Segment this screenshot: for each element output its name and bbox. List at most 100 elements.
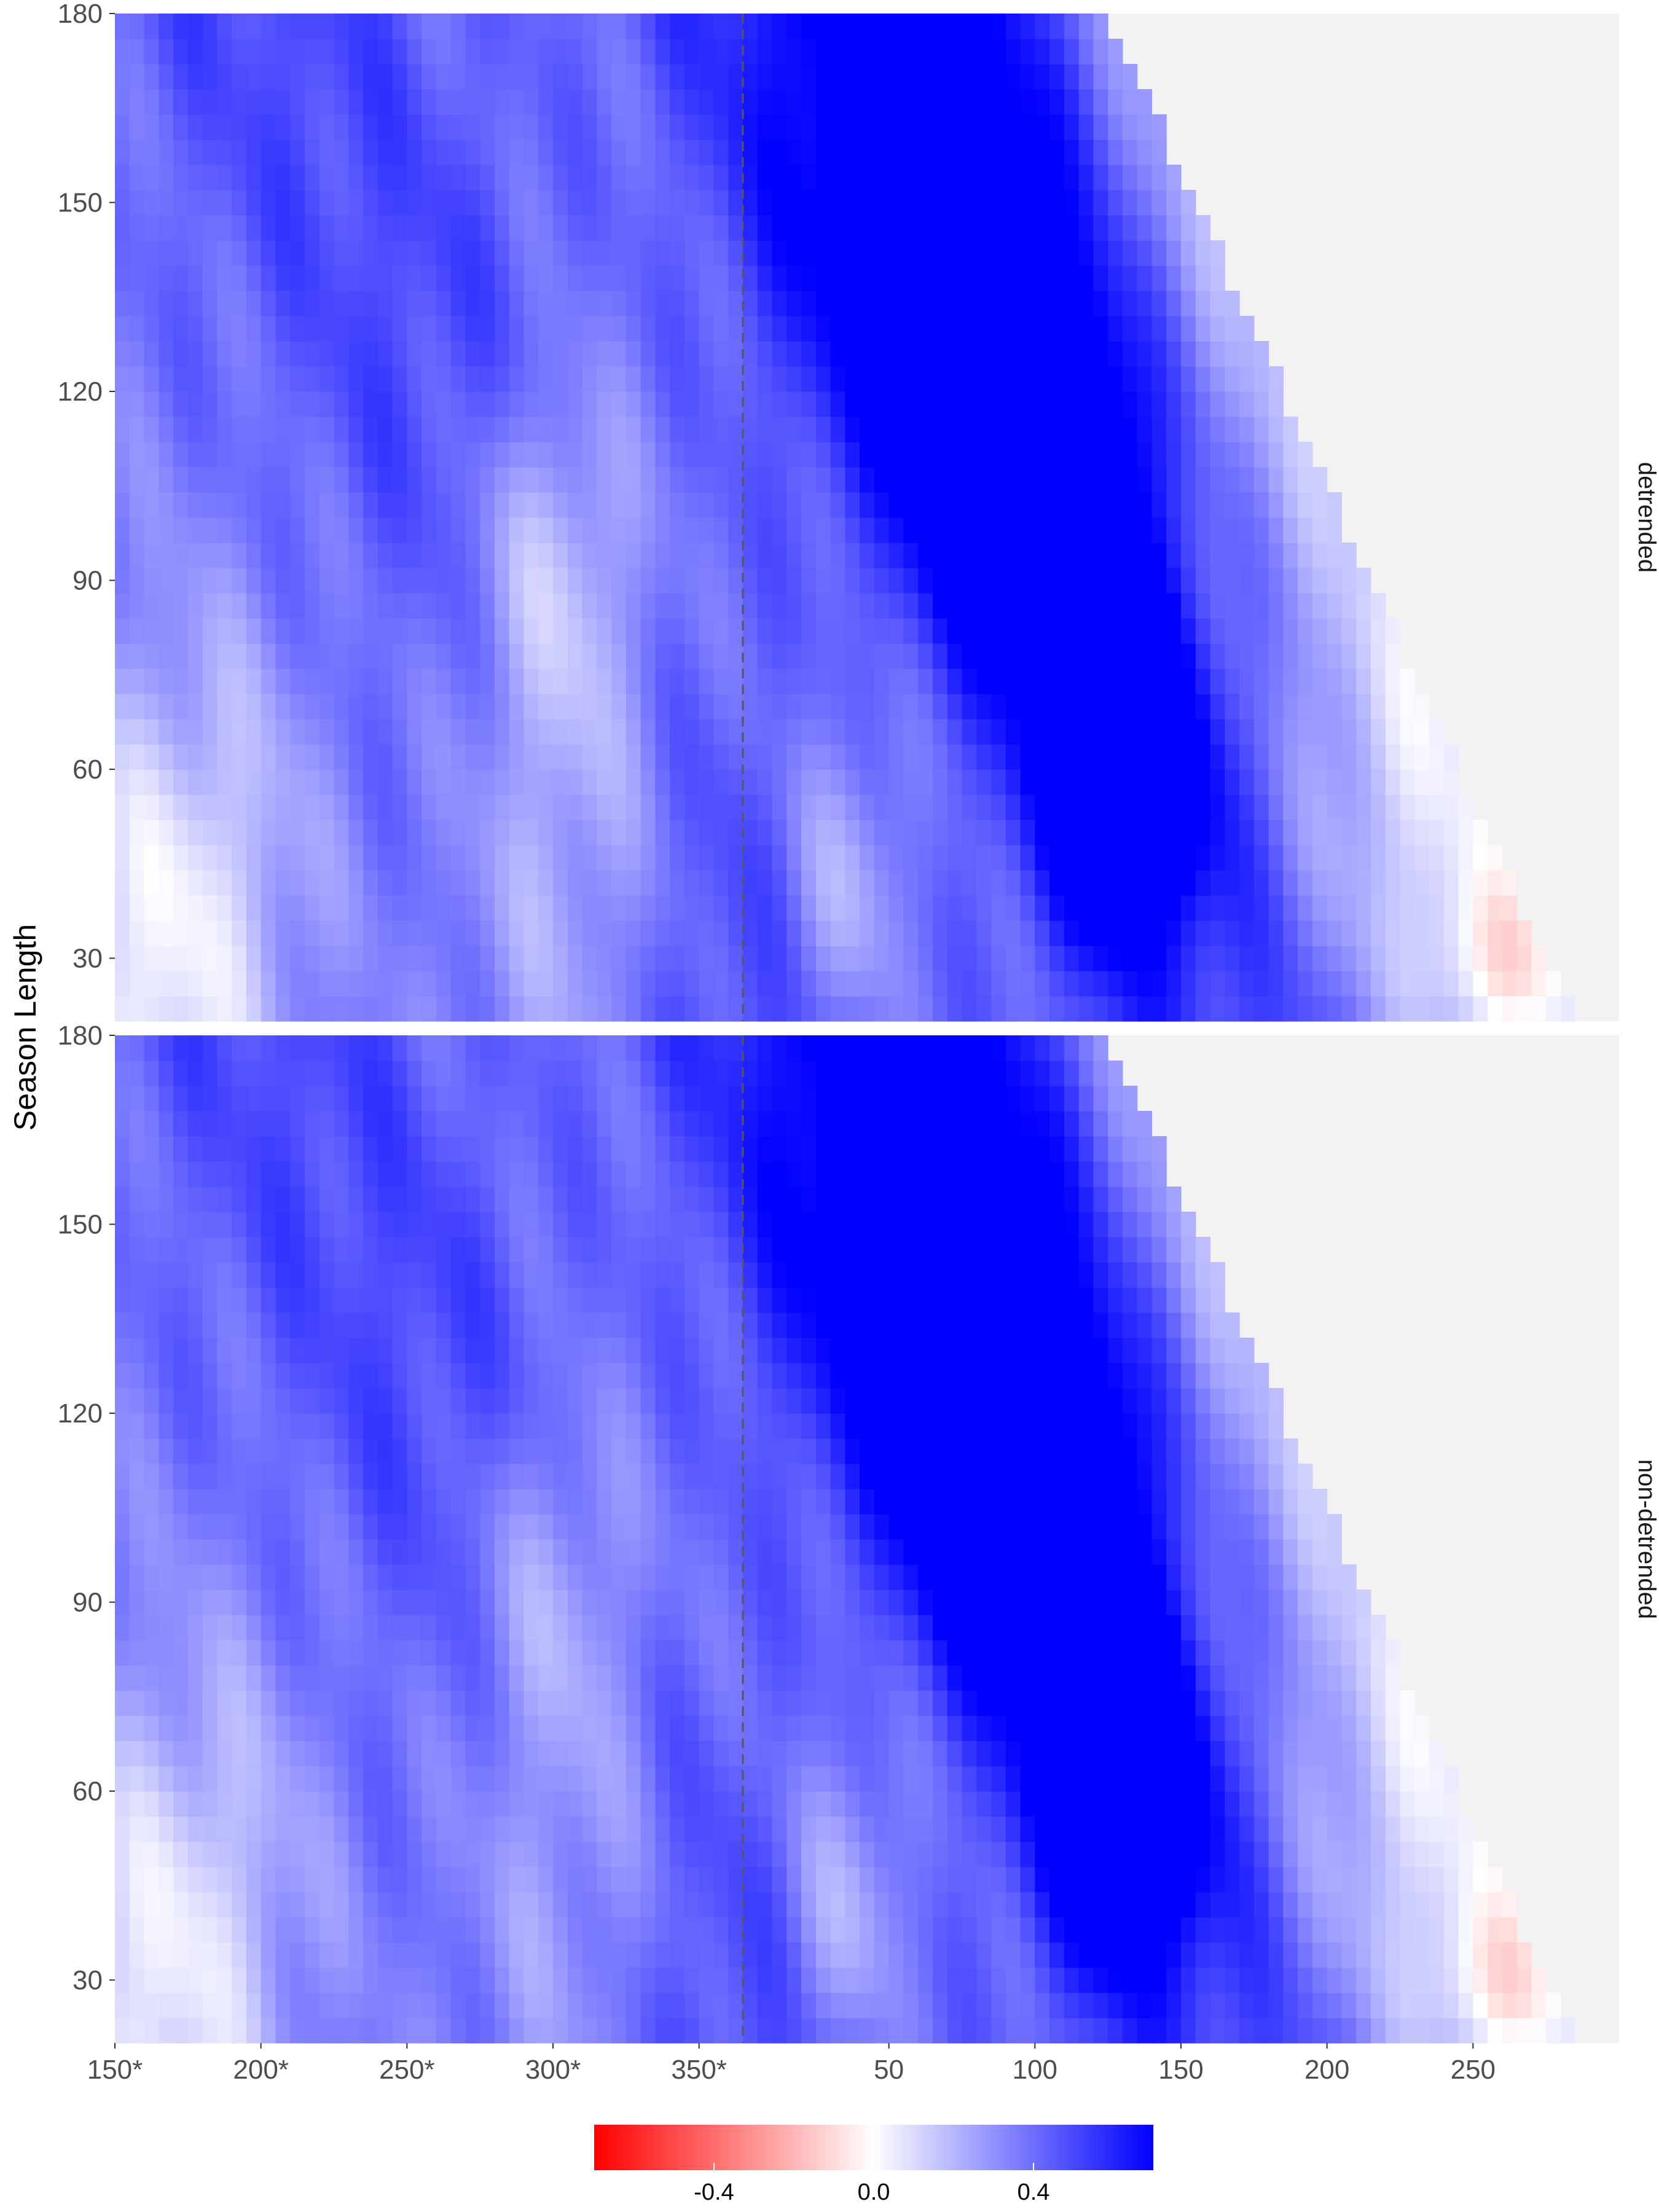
heatmap-cell	[377, 1061, 393, 1086]
heatmap-cell	[860, 946, 875, 971]
heatmap-cell	[611, 1287, 627, 1313]
heatmap-cell	[932, 190, 948, 216]
heatmap-cell	[465, 2018, 480, 2044]
heatmap-cell	[436, 316, 452, 342]
heatmap-cell	[845, 996, 860, 1022]
heatmap-cell	[1049, 820, 1065, 845]
heatmap-cell	[991, 39, 1006, 65]
heatmap-cell	[232, 568, 247, 594]
heatmap-cell	[611, 568, 627, 594]
heatmap-cell	[932, 492, 948, 518]
heatmap-cell	[1502, 895, 1518, 921]
heatmap-cell	[232, 920, 247, 946]
heatmap-cell	[450, 1942, 466, 1968]
heatmap-cell	[1122, 794, 1138, 820]
heatmap-cell	[655, 391, 670, 417]
heatmap-cell	[597, 1035, 612, 1061]
heatmap-cell	[319, 190, 335, 216]
heatmap-cell	[918, 391, 933, 417]
heatmap-cell	[363, 1791, 378, 1817]
heatmap-cell	[1400, 769, 1415, 795]
heatmap-cell	[1093, 920, 1108, 946]
heatmap-cell	[363, 1262, 378, 1288]
heatmap-cell	[786, 215, 802, 241]
heatmap-cell	[976, 543, 992, 568]
heatmap-cell	[845, 618, 860, 644]
heatmap-cell	[772, 291, 787, 316]
heatmap-cell	[670, 291, 685, 316]
heatmap-cell	[115, 1816, 130, 1842]
heatmap-cell	[1151, 669, 1167, 694]
heatmap-cell	[465, 442, 480, 468]
heatmap-cell	[246, 1791, 262, 1817]
heatmap-cell	[304, 240, 320, 266]
heatmap-cell	[422, 165, 437, 190]
heatmap-cell	[377, 1312, 393, 1338]
heatmap-cell	[304, 1867, 320, 1892]
heatmap-cell	[713, 744, 729, 770]
heatmap-cell	[1414, 820, 1430, 845]
heatmap-cell	[655, 1489, 670, 1515]
heatmap-cell	[1239, 593, 1255, 619]
heatmap-cell	[1180, 744, 1196, 770]
heatmap-cell	[480, 215, 495, 241]
heatmap-cell	[392, 820, 407, 845]
heatmap-cell	[1049, 517, 1065, 543]
heatmap-cell	[932, 316, 948, 342]
heatmap-cell	[407, 316, 422, 342]
heatmap-cell	[567, 996, 583, 1022]
heatmap-cell	[1005, 568, 1021, 594]
heatmap-cell	[261, 1464, 276, 1489]
heatmap-cell	[757, 341, 773, 367]
heatmap-cell	[860, 719, 875, 745]
heatmap-cell	[187, 1413, 203, 1439]
heatmap-cell	[815, 593, 831, 619]
heatmap-cell	[1020, 190, 1035, 216]
heatmap-cell	[509, 14, 525, 39]
heatmap-cell	[655, 1111, 670, 1137]
heatmap-cell	[640, 1212, 656, 1237]
heatmap-cell	[480, 1338, 495, 1363]
heatmap-cell	[1122, 89, 1138, 115]
heatmap-cell	[626, 1741, 641, 1767]
heatmap-cell	[377, 1741, 393, 1767]
heatmap-cell	[918, 845, 933, 871]
heatmap-cell	[334, 996, 349, 1022]
heatmap-cell	[319, 1615, 335, 1641]
heatmap-cell	[334, 442, 349, 468]
heatmap-cell	[1005, 89, 1021, 115]
heatmap-cell	[1210, 769, 1225, 795]
heatmap-cell	[845, 114, 860, 140]
heatmap-cell	[246, 316, 262, 342]
heatmap-cell	[407, 1967, 422, 1993]
heatmap-cell	[348, 971, 364, 997]
heatmap-cell	[845, 265, 860, 291]
heatmap-cell	[1253, 769, 1269, 795]
heatmap-cell	[728, 417, 743, 442]
heatmap-cell	[129, 467, 145, 493]
heatmap-cell	[159, 820, 174, 845]
heatmap-cell	[494, 190, 510, 216]
heatmap-cell	[377, 1338, 393, 1363]
heatmap-cell	[480, 996, 495, 1022]
heatmap-cell	[903, 89, 919, 115]
heatmap-cell	[888, 89, 904, 115]
heatmap-cell	[159, 1363, 174, 1389]
heatmap-cell	[304, 845, 320, 871]
heatmap-cell	[334, 1438, 349, 1464]
heatmap-cell	[465, 1716, 480, 1741]
heatmap-cell	[334, 920, 349, 946]
heatmap-cell	[1005, 820, 1021, 845]
heatmap-cell	[1268, 568, 1284, 594]
heatmap-cell	[728, 366, 743, 392]
heatmap-cell	[144, 1086, 159, 1112]
heatmap-cell	[830, 946, 845, 971]
heatmap-cell	[275, 1741, 291, 1767]
heatmap-cell	[319, 1237, 335, 1263]
heatmap-cell	[684, 1212, 700, 1237]
heatmap-cell	[392, 1388, 407, 1414]
heatmap-cell	[786, 543, 802, 568]
heatmap-cell	[1385, 820, 1401, 845]
heatmap-cell	[567, 1237, 583, 1263]
heatmap-cell	[334, 895, 349, 921]
